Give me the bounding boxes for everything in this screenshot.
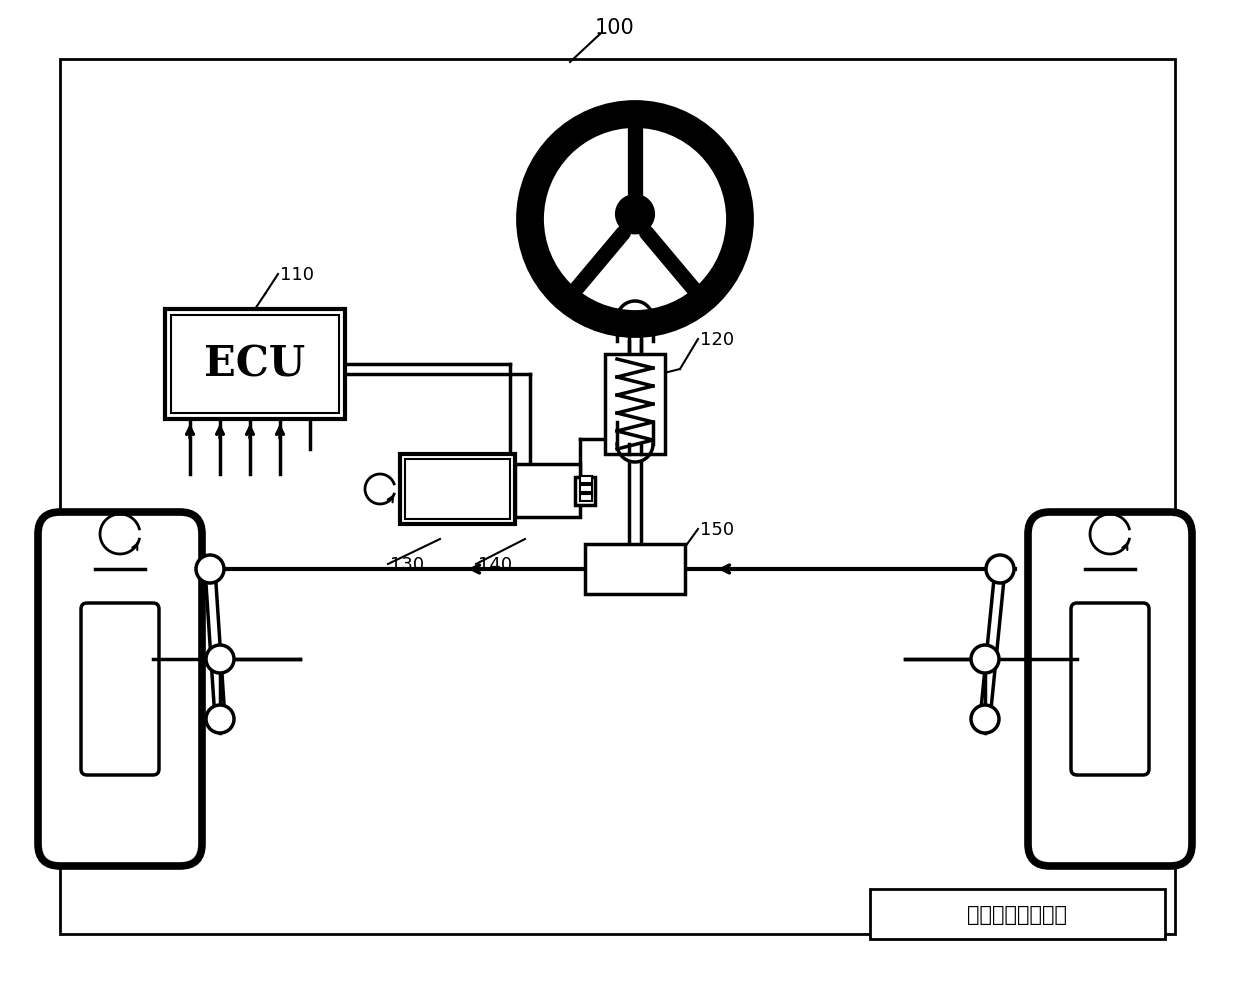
Bar xyxy=(580,485,591,492)
Ellipse shape xyxy=(620,216,650,234)
Bar xyxy=(165,310,345,420)
Bar xyxy=(515,464,580,518)
Text: 130: 130 xyxy=(391,555,424,574)
Bar xyxy=(575,477,595,505)
Text: 100: 100 xyxy=(595,18,635,38)
Bar xyxy=(585,544,684,595)
Text: 电动助力转向系统: 电动助力转向系统 xyxy=(967,904,1066,924)
FancyBboxPatch shape xyxy=(1071,603,1149,775)
FancyBboxPatch shape xyxy=(38,513,202,866)
Bar xyxy=(580,476,591,483)
Bar xyxy=(60,60,1176,934)
Text: ECU: ECU xyxy=(205,344,305,386)
Bar xyxy=(405,459,510,520)
Bar xyxy=(171,316,339,413)
Circle shape xyxy=(196,555,224,584)
FancyBboxPatch shape xyxy=(81,603,159,775)
Circle shape xyxy=(206,646,234,673)
Bar xyxy=(580,495,591,502)
Text: 110: 110 xyxy=(280,266,314,284)
FancyBboxPatch shape xyxy=(1028,513,1192,866)
Bar xyxy=(870,889,1166,939)
Circle shape xyxy=(618,197,653,233)
Text: 140: 140 xyxy=(477,555,512,574)
Circle shape xyxy=(971,705,999,734)
Bar xyxy=(401,455,515,525)
Circle shape xyxy=(971,646,999,673)
Bar xyxy=(605,355,665,455)
Text: 150: 150 xyxy=(701,521,734,538)
Circle shape xyxy=(986,555,1014,584)
Circle shape xyxy=(206,705,234,734)
Text: 120: 120 xyxy=(701,330,734,349)
